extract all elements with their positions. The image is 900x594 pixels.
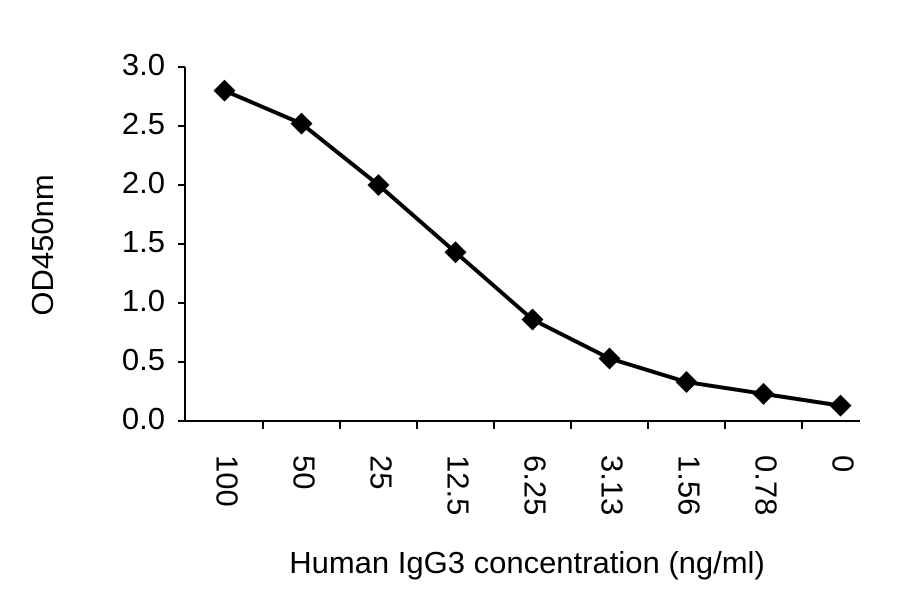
x-tick-label: 12.5 bbox=[440, 455, 475, 515]
marker bbox=[290, 112, 313, 135]
x-tick-label: 1.56 bbox=[671, 455, 706, 515]
x-tick-label: 0.78 bbox=[748, 455, 783, 515]
x-axis-title: Human IgG3 concentration (ng/ml) bbox=[289, 545, 765, 580]
marker bbox=[829, 394, 852, 417]
x-tick-label: 25 bbox=[363, 455, 398, 489]
y-tick-label: 2.0 bbox=[122, 165, 165, 200]
x-tick-label: 6.25 bbox=[517, 455, 552, 515]
marker bbox=[521, 308, 544, 331]
y-tick-label: 0.5 bbox=[122, 342, 165, 377]
x-tick-label: 100 bbox=[209, 455, 244, 507]
marker bbox=[598, 347, 621, 370]
x-tick-label: 3.13 bbox=[594, 455, 629, 515]
x-tick-label: 0 bbox=[825, 455, 860, 472]
y-axis-title: OD450nm bbox=[25, 174, 60, 315]
x-tick-label: 50 bbox=[286, 455, 321, 489]
marker bbox=[444, 241, 467, 264]
y-tick-label: 3.0 bbox=[122, 47, 165, 82]
marker bbox=[213, 79, 236, 102]
marker bbox=[675, 371, 698, 394]
y-tick-label: 1.5 bbox=[122, 224, 165, 259]
line bbox=[223, 88, 841, 408]
marker bbox=[367, 174, 390, 196]
marker bbox=[752, 382, 775, 405]
y-tick-label: 2.5 bbox=[122, 106, 165, 141]
y-tick-label: 0.0 bbox=[122, 401, 165, 436]
y-tick-label: 1.0 bbox=[122, 283, 165, 318]
